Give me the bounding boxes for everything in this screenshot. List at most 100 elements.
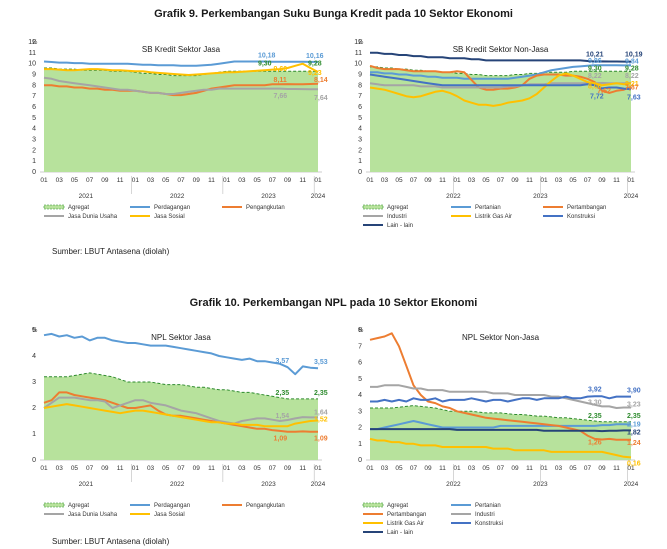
data-label: 9,30 [258, 60, 272, 67]
legend-label: Pertanian [475, 205, 501, 211]
series-line-pengangkutan [44, 82, 319, 97]
chart-npl-nonjasa: NPL Sektor Non-Jasa% 0 1 2 3 4 5 6 7 8 01 03 05 07 09 1… [335, 318, 667, 536]
year-label: 2024 [624, 193, 639, 200]
y-tick-label: 4 [32, 126, 36, 133]
x-tick-label: 09 [511, 177, 519, 184]
legend-swatch-agregat [362, 502, 384, 508]
x-tick-label: 07 [497, 465, 505, 472]
chart-title: SB Kredit Sektor Non-Jasa [453, 45, 549, 54]
data-label: 3,90 [627, 388, 641, 395]
y-unit-label: % [358, 40, 364, 46]
legend-label: Listrik Gas Air [475, 214, 512, 220]
series-line-lain [370, 51, 631, 63]
data-label: 8,14 [314, 77, 328, 84]
legend-label: Agregat [68, 205, 89, 211]
legend-label: Jasa Dunia Usaha [68, 214, 118, 220]
x-tick-label: 03 [56, 177, 64, 184]
x-tick-label: 07 [410, 177, 418, 184]
x-tick-label: 05 [482, 177, 490, 184]
year-label: 2021 [79, 481, 94, 488]
figure10-source: Sumber: LBUT Antasena (diolah) [52, 537, 170, 546]
x-tick-label: 07 [497, 177, 505, 184]
y-tick-label: 3 [32, 379, 36, 386]
year-label: 2022 [446, 193, 461, 200]
x-tick-label: 07 [86, 465, 94, 472]
x-tick-label: 05 [482, 465, 490, 472]
x-tick-label: 11 [439, 465, 446, 472]
y-tick-label: 12 [28, 39, 36, 46]
x-tick-label: 01 [366, 465, 374, 472]
y-tick-label: 7 [358, 343, 362, 350]
series-line-jasa_sosial [43, 403, 319, 428]
y-tick-label: 12 [354, 39, 362, 46]
data-label: 9,30 [588, 65, 602, 72]
x-tick-label: 11 [439, 177, 446, 184]
legend-swatch-agregat [362, 204, 384, 210]
y-tick-label: 0 [358, 169, 362, 176]
x-tick-label: 05 [71, 465, 79, 472]
x-tick-label: 03 [147, 465, 155, 472]
legend-label: Listrik Gas Air [387, 521, 424, 527]
data-label: 7,72 [590, 93, 604, 100]
x-tick-label: 05 [395, 177, 403, 184]
x-tick-label: 11 [208, 177, 215, 184]
legend-label: Perdagangan [154, 503, 190, 509]
legend-label: Perdagangan [154, 205, 190, 211]
legend-swatch-agregat [43, 204, 65, 210]
legend-swatch-agregat [43, 502, 65, 508]
series-line-listrik [369, 437, 632, 459]
x-tick-label: 01 [40, 177, 48, 184]
data-label: 9,84 [625, 58, 639, 65]
data-label: 1,54 [276, 413, 290, 420]
y-tick-label: 2 [358, 147, 362, 154]
x-tick-label: 09 [424, 177, 432, 184]
series-line-jasa_sosial [44, 62, 319, 76]
year-label: 2021 [79, 193, 94, 200]
y-tick-label: 1 [358, 441, 362, 448]
data-label: 1,09 [314, 436, 328, 443]
series-agregat-line [370, 66, 632, 77]
data-label: 1,52 [314, 416, 328, 423]
data-label: 7,87 [625, 85, 639, 92]
series-line-pertambangan [369, 64, 632, 94]
data-label: 7,62 [597, 88, 611, 95]
data-label: 9,28 [625, 65, 639, 72]
data-label: 10,19 [625, 52, 643, 59]
y-tick-label: 1 [32, 431, 36, 438]
chart-svg: SB Kredit Sektor Jasa%012345678910111201… [28, 39, 328, 220]
x-tick-label: 01 [540, 465, 548, 472]
x-tick-label: 01 [540, 177, 548, 184]
x-tick-label: 09 [511, 465, 519, 472]
series-agregat-line [44, 372, 318, 400]
legend-label: Jasa Sosial [154, 214, 185, 220]
series-line-listrik [369, 72, 632, 107]
legend-label: Pertanian [475, 503, 501, 509]
x-tick-label: 11 [613, 465, 620, 472]
y-tick-label: 2 [32, 405, 36, 412]
data-label: 9,28 [308, 60, 322, 67]
x-tick-label: 01 [314, 465, 322, 472]
y-tick-label: 9 [32, 72, 36, 79]
x-tick-label: 05 [162, 177, 170, 184]
data-label: 2,35 [588, 413, 602, 420]
x-tick-label: 01 [132, 177, 140, 184]
figure10-title: Grafik 10. Perkembangan NPL pada 10 Sekt… [189, 297, 478, 309]
data-label: 1,09 [274, 436, 288, 443]
year-label: 2023 [261, 193, 276, 200]
y-tick-label: 9 [358, 72, 362, 79]
y-tick-label: 0 [32, 169, 36, 176]
x-tick-label: 05 [253, 465, 261, 472]
legend-label: Lain - lain [387, 530, 413, 536]
legend-label: Agregat [68, 503, 89, 509]
x-tick-label: 01 [314, 177, 322, 184]
x-tick-label: 05 [71, 177, 79, 184]
series-line-lain [370, 428, 631, 433]
x-tick-label: 01 [366, 177, 374, 184]
series-line-pertanian [370, 420, 632, 431]
series-agregat-area [44, 68, 318, 172]
x-tick-label: 07 [269, 465, 277, 472]
chart-npl-jasa: NPL Sektor Jasa% 0 1 2 3 4 5 01 03 05 07 09 11 01 03 05… [0, 318, 335, 523]
y-tick-label: 4 [358, 126, 362, 133]
data-label: 2,35 [276, 390, 290, 397]
data-label: 0,16 [627, 460, 641, 467]
